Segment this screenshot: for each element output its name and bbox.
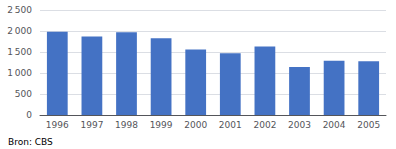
svg-text:1 500: 1 500	[7, 47, 32, 57]
svg-text:2002: 2002	[253, 120, 276, 130]
svg-text:0: 0	[26, 110, 32, 120]
svg-text:1 000: 1 000	[7, 68, 32, 78]
svg-text:Bron: CBS: Bron: CBS	[8, 137, 53, 147]
svg-text:1997: 1997	[80, 120, 103, 130]
svg-text:2 500: 2 500	[7, 5, 32, 15]
svg-text:2000: 2000	[184, 120, 207, 130]
svg-text:2003: 2003	[288, 120, 311, 130]
svg-text:2004: 2004	[323, 120, 346, 130]
svg-text:2 000: 2 000	[7, 26, 32, 36]
svg-text:1996: 1996	[46, 120, 69, 130]
svg-text:500: 500	[15, 89, 32, 99]
svg-text:2001: 2001	[219, 120, 242, 130]
svg-text:1999: 1999	[150, 120, 173, 130]
svg-text:2005: 2005	[357, 120, 380, 130]
svg-text:1998: 1998	[115, 120, 138, 130]
